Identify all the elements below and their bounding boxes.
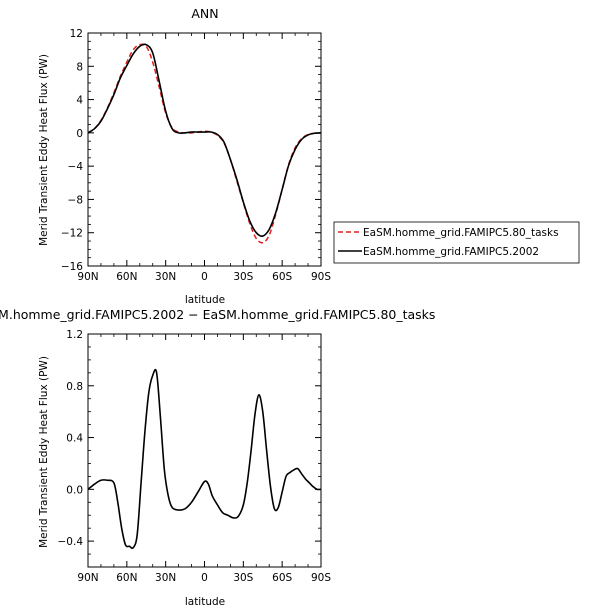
top-y-tick-label: 4 (76, 95, 83, 107)
bottom-y-tick-label: −0.4 (58, 536, 84, 548)
top-x-tick-label: 0 (201, 271, 208, 283)
bottom-y-tick-label: 0.0 (66, 484, 83, 496)
bottom-y-tick-label: 0.4 (66, 433, 83, 445)
top-x-tick-label: 90S (311, 271, 331, 283)
top-plot-frame (87, 32, 322, 267)
bottom-x-tick-label: 60S (272, 572, 292, 584)
bottom-y-tick-label: 0.8 (66, 381, 83, 393)
top-series-line-0 (87, 43, 322, 244)
bottom-x-tick-label: 60N (116, 572, 137, 584)
bottom-y-axis-label: Merid Transient Eddy Heat Flux (PW) (38, 356, 50, 548)
bottom-y-tick-label: 1.2 (66, 329, 83, 341)
top-chart-title: ANN (191, 6, 218, 21)
top-x-tick-label: 90N (77, 271, 98, 283)
bottom-x-tick-label: 90N (77, 572, 98, 584)
legend-box (333, 221, 580, 264)
bottom-series-line-0 (87, 368, 322, 550)
legend-label-80-tasks: EaSM.homme_grid.FAMIPC5.80_tasks (363, 227, 559, 239)
top-y-tick-label: 0 (76, 128, 83, 140)
top-y-tick-label: −4 (68, 161, 84, 173)
top-y-tick-label: −8 (68, 194, 83, 206)
top-y-tick-label: 8 (76, 61, 83, 73)
legend-label-2002: EaSM.homme_grid.FAMIPC5.2002 (363, 246, 539, 258)
bottom-x-axis-label: latitude (185, 596, 225, 608)
bottom-chart-series (87, 368, 322, 550)
top-x-tick-label: 60S (272, 271, 292, 283)
top-x-tick-label: 60N (116, 271, 137, 283)
top-x-tick-label: 30N (155, 271, 176, 283)
top-chart: ANN 90N 60N 30N 0 30S 60S 90S 12 8 4 0 −4 −8 −12 −16 l… (38, 6, 331, 306)
bottom-chart-ticks: 90N 60N 30N 0 30S 60S 90S 1.2 0.8 0.4 0.0 −0.4 (58, 329, 332, 584)
top-y-tick-label: 12 (70, 28, 83, 40)
top-y-tick-label: −12 (61, 228, 83, 240)
top-chart-series (87, 43, 322, 244)
legend: EaSM.homme_grid.FAMIPC5.80_tasks EaSM.ho… (333, 221, 580, 264)
top-x-axis-label: latitude (185, 294, 225, 306)
bottom-x-tick-label: 30S (233, 572, 253, 584)
top-y-tick-label: −16 (61, 261, 83, 273)
bottom-chart-title: EaSM.homme_grid.FAMIPC5.2002 − EaSM.homm… (0, 307, 435, 322)
top-series-line-1 (87, 43, 322, 237)
bottom-chart: EaSM.homme_grid.FAMIPC5.2002 − EaSM.homm… (0, 307, 435, 608)
top-x-tick-label: 30S (233, 271, 253, 283)
bottom-x-tick-label: 90S (311, 572, 331, 584)
top-chart-ticks: 90N 60N 30N 0 30S 60S 90S 12 8 4 0 −4 −8 −12 −16 (61, 28, 332, 283)
bottom-x-tick-label: 0 (201, 572, 208, 584)
top-y-axis-label: Merid Transient Eddy Heat Flux (PW) (38, 54, 50, 246)
bottom-x-tick-label: 30N (155, 572, 176, 584)
